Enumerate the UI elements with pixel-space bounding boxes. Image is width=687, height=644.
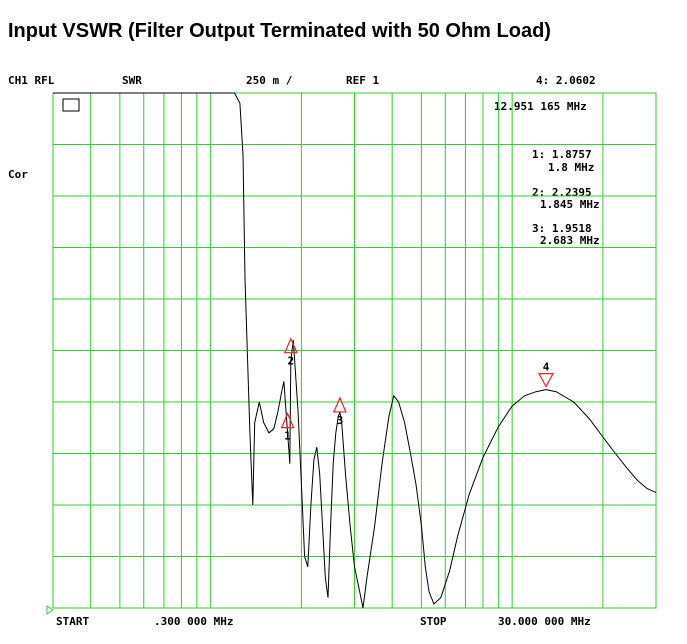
graticule: [52, 92, 657, 609]
marker-3-readout: 3: 1.9518: [532, 222, 592, 235]
chart-title: Input VSWR (Filter Output Terminated wit…: [8, 20, 551, 42]
marker-2-frequency: 1.845 MHz: [540, 198, 600, 211]
marker-2-symbol: [283, 337, 298, 354]
trace-group: [53, 92, 657, 609]
scale-label: 250 m /: [246, 74, 293, 87]
reference-arrow-icon: [46, 605, 54, 615]
annotation-group: [46, 98, 80, 615]
marker-3-label: 3: [337, 414, 344, 427]
correction-label: Cor: [8, 168, 28, 181]
vswr-trace: [53, 92, 657, 609]
reference-label: REF 1: [346, 74, 380, 87]
channel-label: CH1 RFL: [8, 74, 55, 87]
start-frequency: .300 000 MHz: [154, 615, 234, 628]
marker-1-label: 1: [284, 430, 291, 443]
marker-group: 1 2 3 4: [280, 337, 555, 443]
stop-frequency: 30.000 000 MHz: [498, 615, 591, 628]
marker-4-frequency: 12.951 165 MHz: [494, 100, 587, 113]
marker-4-symbol: [538, 372, 555, 388]
marker-1-readout: 1: 1.8757: [532, 148, 592, 161]
marker-3-frequency: 2.683 MHz: [540, 234, 600, 247]
start-label: START: [56, 615, 90, 628]
format-label: SWR: [122, 74, 142, 87]
marker-1-symbol: [280, 412, 295, 429]
hold-indicator-box: [62, 98, 80, 112]
marker-4-label: 4: [543, 361, 550, 374]
active-marker-readout: 4: 2.0602: [536, 74, 596, 87]
marker-3-symbol: [332, 396, 347, 413]
stop-label: STOP: [420, 615, 447, 628]
marker-2-label: 2: [288, 355, 295, 368]
marker-1-frequency: 1.8 MHz: [548, 161, 595, 174]
